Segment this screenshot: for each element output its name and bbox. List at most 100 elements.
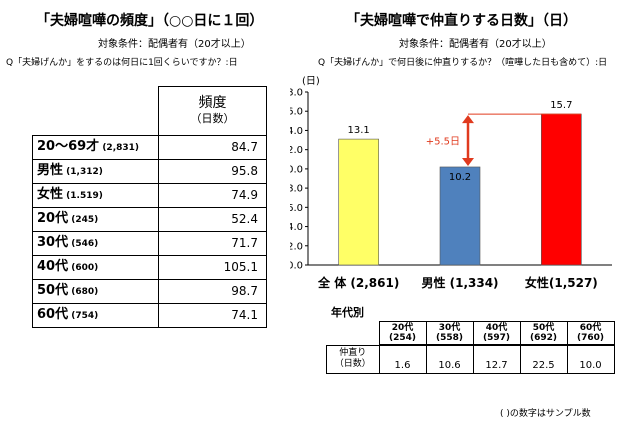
- y-tick-label: 6.0: [290, 203, 303, 214]
- age-col-label: 40代: [485, 323, 508, 333]
- left-question: Q「夫婦げんか」をするのは何日に1回くらいですか？:日: [6, 58, 238, 68]
- frequency-row-label: 50代 (680): [32, 279, 159, 304]
- row-sample-size: (1.519): [63, 191, 103, 201]
- frequency-row-label: 男性 (1,312): [32, 159, 159, 184]
- bar-3: [541, 113, 582, 266]
- age-table: 20代 (254) 30代 (558) 40代 (597) 50代 (692) 60代 (760)…: [326, 321, 615, 374]
- age-col-value: 10.6: [425, 344, 474, 374]
- x-category-label: 女性(1,527): [525, 275, 598, 290]
- frequency-row: 40代 (600) 105.1: [32, 255, 267, 280]
- age-col-label: 50代: [532, 323, 555, 333]
- age-col-value: 12.7: [472, 344, 521, 374]
- y-tick-label: 0.0: [290, 261, 303, 272]
- frequency-row-value: 74.9: [158, 183, 267, 208]
- bar-value-label: 10.2: [449, 172, 471, 183]
- age-col-header: 60代 (760): [566, 321, 615, 346]
- x-category-label: 男性 (1,334): [421, 275, 498, 290]
- row-sample-size: (546): [68, 239, 99, 249]
- row-sample-size: (680): [68, 287, 99, 297]
- age-col-value: 1.6: [378, 344, 427, 374]
- frequency-row-value: 74.1: [158, 303, 267, 328]
- age-col-header: 50代 (692): [519, 321, 568, 346]
- x-category-label: 全 体 (2,861): [317, 275, 399, 290]
- frequency-row-label: 20～69才 (2,831): [32, 135, 159, 160]
- bar-2: [439, 166, 481, 266]
- y-tick-label: 18.0: [290, 88, 303, 99]
- age-row-header: 仲直り （日数）: [326, 344, 380, 374]
- frequency-row: 男性 (1,312) 95.8: [32, 159, 267, 184]
- difference-arrow-head-up: [462, 115, 474, 124]
- age-section-label: 年代別: [331, 306, 364, 319]
- age-row-label: 仲直り: [339, 348, 367, 359]
- y-axis-unit-label: (日): [302, 76, 320, 87]
- age-table-value-row: 仲直り （日数） 1.6 10.6 12.7 22.5 10.0: [326, 344, 615, 374]
- row-group-label: 30代: [37, 235, 69, 250]
- frequency-header-cell: 頻度 （日数）: [158, 86, 267, 136]
- frequency-header-unit: （日数）: [190, 112, 235, 125]
- row-sample-size: (1,312): [63, 167, 103, 177]
- row-group-label: 女性: [37, 187, 64, 202]
- frequency-row-label: 60代 (754): [32, 303, 159, 328]
- left-title: 「夫婦喧嘩の頻度」（○○日に１回）: [36, 13, 264, 29]
- row-sample-size: (245): [68, 215, 99, 225]
- right-question: Q「夫婦げんか」で何日後に仲直りするか？（喧嘩した日も含めて）:日: [318, 58, 608, 68]
- frequency-table: 頻度 （日数） 20～69才 (2,831) 84.7 男性 (1,312) 95.8…: [32, 86, 267, 328]
- y-tick-label: 14.0: [290, 126, 303, 137]
- header-blank-cell: [32, 86, 159, 136]
- frequency-row-value: 71.7: [158, 231, 267, 256]
- footnote: ( )の数字はサンプル数: [500, 409, 591, 419]
- age-col-sample-size: (254): [388, 333, 416, 343]
- frequency-row-label: 女性 (1.519): [32, 183, 159, 208]
- right-condition: 対象条件：配偶者有（20才以上）: [399, 39, 552, 50]
- age-col-value: 10.0: [566, 344, 615, 374]
- age-col-header: 20代 (254): [378, 321, 427, 346]
- frequency-row-value: 52.4: [158, 207, 267, 232]
- age-col-label: 20代: [391, 323, 414, 333]
- difference-label: +5.5日: [426, 137, 460, 148]
- age-col-label: 30代: [438, 323, 461, 333]
- left-condition: 対象条件：配偶者有（20才以上）: [98, 39, 251, 50]
- age-col-sample-size: (558): [435, 333, 463, 343]
- age-col-value: 22.5: [519, 344, 568, 374]
- frequency-row-label: 30代 (546): [32, 231, 159, 256]
- row-sample-size: (2,831): [99, 143, 140, 153]
- row-group-label: 男性: [37, 163, 64, 178]
- frequency-header-label: 頻度: [198, 95, 227, 111]
- y-tick-label: 16.0: [290, 107, 303, 118]
- age-col-sample-size: (760): [576, 333, 604, 343]
- row-group-label: 50代: [37, 283, 69, 298]
- y-tick-label: 10.0: [290, 164, 303, 175]
- frequency-row-value: 105.1: [158, 255, 267, 280]
- row-group-label: 60代: [37, 307, 69, 322]
- row-sample-size: (754): [68, 311, 99, 321]
- difference-arrow-head-down: [462, 157, 474, 166]
- age-table-header-row: 20代 (254) 30代 (558) 40代 (597) 50代 (692) 60代 (760): [327, 321, 615, 346]
- y-tick-label: 12.0: [290, 145, 303, 156]
- row-group-label: 40代: [37, 259, 69, 274]
- frequency-row: 50代 (680) 98.7: [32, 279, 267, 304]
- frequency-row: 女性 (1.519) 74.9: [32, 183, 267, 208]
- frequency-row: 20代 (245) 52.4: [32, 207, 267, 232]
- frequency-row: 60代 (754) 74.1: [32, 303, 267, 328]
- frequency-row-label: 40代 (600): [32, 255, 159, 280]
- row-group-label: 20～69才: [37, 139, 100, 154]
- age-col-sample-size: (597): [482, 333, 510, 343]
- age-col-header: 30代 (558): [425, 321, 474, 346]
- age-col-sample-size: (692): [529, 333, 557, 343]
- right-title: 「夫婦喧嘩で仲直りする日数」（日）: [346, 13, 577, 29]
- frequency-row: 20～69才 (2,831) 84.7: [32, 135, 267, 160]
- age-col-label: 60代: [579, 323, 602, 333]
- bar-value-label: 15.7: [550, 100, 572, 111]
- frequency-row-value: 95.8: [158, 159, 267, 184]
- bar-1: [338, 138, 379, 266]
- y-tick-label: 2.0: [290, 241, 303, 252]
- frequency-row-value: 98.7: [158, 279, 267, 304]
- frequency-row-label: 20代 (245): [32, 207, 159, 232]
- frequency-table-header: 頻度 （日数）: [32, 86, 267, 136]
- age-table-corner: [327, 322, 380, 346]
- y-tick-label: 4.0: [290, 222, 303, 233]
- y-tick-label: 8.0: [290, 184, 303, 195]
- age-row-unit: （日数）: [334, 359, 371, 370]
- bar-value-label: 13.1: [348, 125, 370, 136]
- row-group-label: 20代: [37, 211, 69, 226]
